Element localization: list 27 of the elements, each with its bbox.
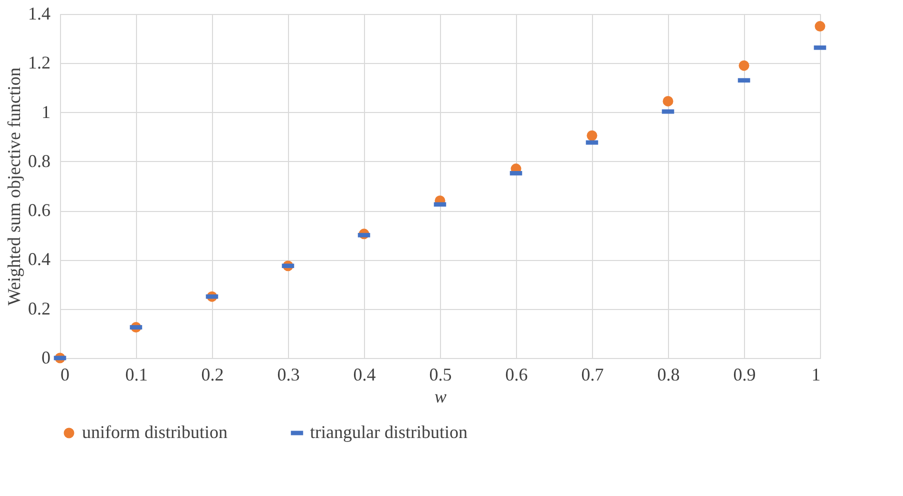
point bbox=[814, 21, 826, 32]
y-tick-label: 0.4 bbox=[28, 249, 50, 270]
x-tick-label: 0.6 bbox=[505, 364, 528, 384]
point bbox=[738, 60, 750, 71]
y-tick-label: 0.8 bbox=[28, 150, 50, 171]
x-tick-label: 0.7 bbox=[581, 364, 604, 384]
x-axis-title: w bbox=[434, 386, 447, 406]
y-tick-label: 1.2 bbox=[28, 52, 50, 73]
legend-label: triangular distribution bbox=[310, 422, 468, 442]
y-axis-title: Weighted sum objective function bbox=[4, 68, 24, 306]
x-tick-label: 0.4 bbox=[353, 364, 376, 384]
point bbox=[586, 130, 598, 141]
x-tick-label: 0 bbox=[60, 364, 70, 384]
legend-label: uniform distribution bbox=[82, 422, 228, 442]
y-tick-label: 1.4 bbox=[28, 4, 50, 24]
x-tick-label: 0.9 bbox=[733, 364, 756, 384]
x-tick-label: 0.1 bbox=[125, 364, 148, 384]
y-tick-label: 1 bbox=[42, 102, 50, 122]
x-tick-label: 0.5 bbox=[429, 364, 452, 384]
point bbox=[662, 96, 674, 106]
x-tick-label: 0.8 bbox=[657, 364, 680, 384]
y-tick-label: 0 bbox=[42, 348, 50, 368]
y-tick-label: 0.2 bbox=[28, 298, 50, 318]
y-tick-label: 0.6 bbox=[28, 200, 50, 220]
x-tick-label: 0.2 bbox=[201, 364, 224, 384]
x-tick-label: 1 bbox=[812, 364, 820, 384]
x-tick-label: 0.3 bbox=[277, 364, 300, 384]
